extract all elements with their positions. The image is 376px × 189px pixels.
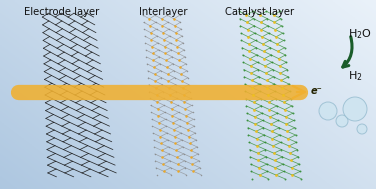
- Circle shape: [336, 115, 348, 127]
- Circle shape: [319, 102, 337, 120]
- Text: H$_2$: H$_2$: [348, 69, 362, 83]
- Text: Interlayer: Interlayer: [139, 7, 187, 17]
- Text: Electrode layer: Electrode layer: [24, 7, 100, 17]
- Text: Catalyst layer: Catalyst layer: [226, 7, 294, 17]
- FancyArrowPatch shape: [343, 37, 352, 67]
- Text: H$_2$O: H$_2$O: [348, 27, 372, 41]
- Circle shape: [343, 97, 367, 121]
- Text: e⁻: e⁻: [311, 86, 323, 96]
- Circle shape: [357, 124, 367, 134]
